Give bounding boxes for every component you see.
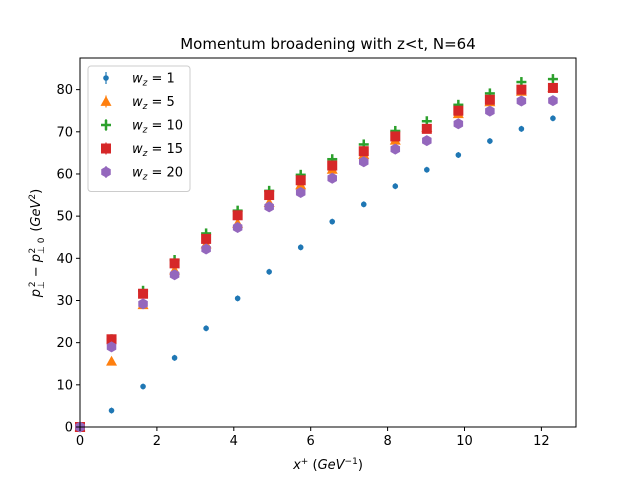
data-point [358,146,369,157]
data-point [295,175,306,186]
data-point [390,143,401,155]
series-5 [75,95,558,433]
data-point [455,152,462,158]
x-tick-label: 4 [230,434,238,449]
data-point [169,269,180,281]
x-tick-label: 8 [383,434,391,449]
data-point [201,243,211,255]
data-point [422,135,432,147]
data-point [327,160,338,171]
data-point [358,156,369,168]
data-point [550,115,556,122]
plot-frame [79,57,577,428]
y-tick-label: 30 [56,294,73,309]
data-point [518,126,525,132]
data-point [234,295,241,302]
legend-marker [101,143,111,154]
plot-area [74,74,559,433]
y-tick-label: 40 [56,252,73,267]
data-point [547,82,558,93]
legend-box [87,65,191,192]
data-point [232,210,243,221]
data-point [203,325,209,332]
data-point [327,172,337,184]
x-tick-label: 12 [533,434,550,449]
legend-label: wz = 5 [132,95,175,112]
y-tick-label: 10 [56,378,73,393]
x-tick-label: 2 [153,434,161,449]
data-point [297,244,304,251]
y-tick-label: 60 [56,167,73,182]
legend-marker [101,166,111,178]
legend-label: wz = 1 [132,72,175,89]
y-tick-label: 70 [56,125,73,140]
data-point [266,269,272,275]
legend-label: wz = 15 [132,142,183,159]
y-tick-label: 50 [56,210,73,225]
y-tick-label: 80 [56,83,73,98]
data-point [295,187,306,199]
data-point [201,233,212,244]
legend-marker [101,120,111,130]
data-point [138,298,148,310]
data-point [138,288,149,299]
data-point [453,105,464,116]
data-point [106,355,118,366]
data-point [169,258,180,269]
data-point [487,138,493,144]
data-point [453,118,464,130]
legend-marker [100,96,112,106]
data-point [516,84,527,95]
data-point [108,407,115,414]
data-point [421,123,432,134]
data-point [360,201,367,208]
axes: 0 2 4 6 8 10 12 0 10 20 30 40 50 60 70 80 [56,83,549,449]
data-point [106,334,117,345]
data-point [140,383,146,390]
x-axis-label: x+ (GeV−1) [292,457,363,473]
x-tick-label: 6 [307,434,315,449]
y-axis-label: p⊥2 − p⊥ 02 (GeV2) [28,189,47,298]
data-point [106,341,117,353]
data-point [548,95,558,107]
y-tick-label: 20 [56,336,73,351]
data-point [547,74,558,85]
legend-label: wz = 20 [132,166,183,183]
y-tick-label: 0 [65,421,73,436]
data-point [485,105,495,117]
x-tick-label: 10 [456,434,473,449]
data-point [264,201,274,213]
chart-title: Momentum broadening with z<t, N=64 [180,35,476,53]
legend: wz = 1 wz = 5 wz = 10 wz = 15 wz = 20 [87,65,191,192]
legend-label: wz = 10 [132,119,183,136]
legend-marker [103,75,109,81]
data-point [171,355,178,361]
data-point [232,222,243,234]
data-point [329,218,336,225]
data-point [484,94,495,105]
x-tick-label: 0 [76,434,84,449]
data-point [392,183,399,190]
data-point [424,166,430,173]
data-point [264,190,275,201]
data-point [390,131,401,142]
data-point [516,95,527,107]
